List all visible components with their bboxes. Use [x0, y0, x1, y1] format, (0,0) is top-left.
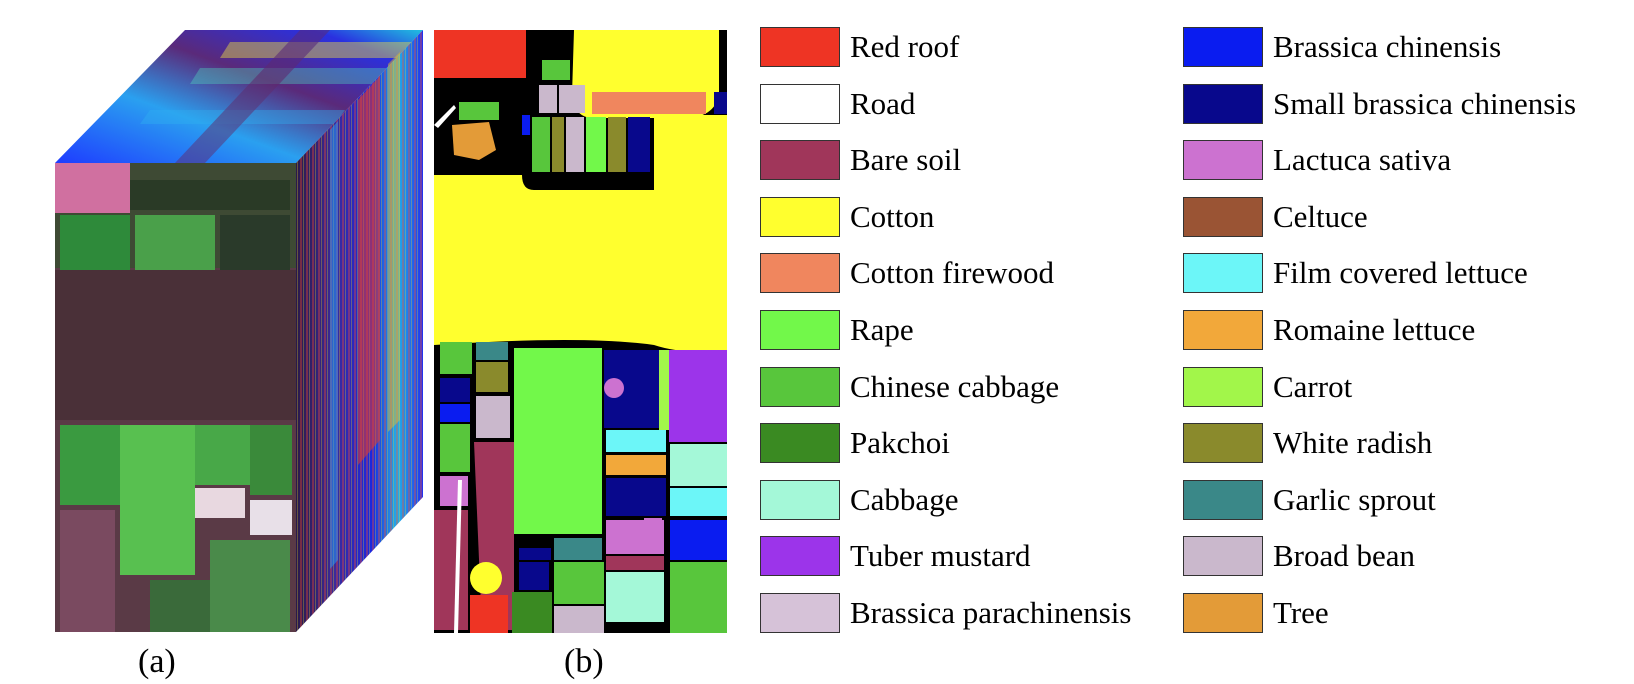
- legend-swatch: [1183, 367, 1263, 407]
- cube-top-highlights: [140, 30, 415, 163]
- ground-truth-map: [434, 30, 727, 633]
- legend-swatch: [760, 253, 840, 293]
- hyperspectral-cube: [55, 30, 423, 632]
- legend-swatch: [760, 310, 840, 350]
- cube-side-highlights: [330, 52, 400, 569]
- legend-label: Small brassica chinensis: [1273, 86, 1577, 121]
- legend-swatch: [760, 593, 840, 633]
- legend-swatch: [1183, 480, 1263, 520]
- legend-label: Road: [850, 86, 916, 121]
- legend-swatch: [1183, 253, 1263, 293]
- legend-label: Broad bean: [1273, 538, 1416, 573]
- legend-swatch: [760, 423, 840, 463]
- legend-label: Cotton firewood: [850, 255, 1055, 290]
- legend-swatch: [1183, 593, 1263, 633]
- legend-swatch: [1183, 27, 1263, 67]
- legend-swatch: [1183, 140, 1263, 180]
- legend-swatch: [1183, 536, 1263, 576]
- legend-label: Brassica parachinensis: [850, 595, 1132, 630]
- legend-swatch: [760, 27, 840, 67]
- legend-label: Celtuce: [1273, 199, 1368, 234]
- legend-swatch: [760, 480, 840, 520]
- legend-label: Lactuca sativa: [1273, 142, 1452, 177]
- legend-label: Pakchoi: [850, 425, 950, 460]
- caption-a: (a): [138, 643, 176, 680]
- legend-swatch: [1183, 84, 1263, 124]
- legend-swatch: [760, 367, 840, 407]
- legend-label: Garlic sprout: [1273, 482, 1436, 517]
- cube-front-face: [55, 163, 296, 632]
- legend-label: Brassica chinensis: [1273, 29, 1502, 64]
- legend-swatch: [760, 84, 840, 124]
- legend-label: Red roof: [850, 29, 960, 64]
- caption-b: (b): [564, 643, 604, 680]
- legend-label: Film covered lettuce: [1273, 255, 1528, 290]
- legend-label: Tuber mustard: [850, 538, 1031, 573]
- legend-swatch: [760, 197, 840, 237]
- legend-label: Cotton: [850, 199, 935, 234]
- legend-swatch: [760, 536, 840, 576]
- legend-label: Carrot: [1273, 369, 1353, 404]
- legend-label: Romaine lettuce: [1273, 312, 1476, 347]
- legend-label: Chinese cabbage: [850, 369, 1060, 404]
- cube-top-face: [55, 30, 423, 163]
- legend-swatch: [1183, 310, 1263, 350]
- legend-label: Rape: [850, 312, 914, 347]
- legend-swatch: [1183, 423, 1263, 463]
- legend-swatch: [760, 140, 840, 180]
- legend-label: Cabbage: [850, 482, 959, 517]
- legend-label: White radish: [1273, 425, 1433, 460]
- legend-label: Bare soil: [850, 142, 962, 177]
- legend-label: Tree: [1273, 595, 1329, 630]
- legend-swatch: [1183, 197, 1263, 237]
